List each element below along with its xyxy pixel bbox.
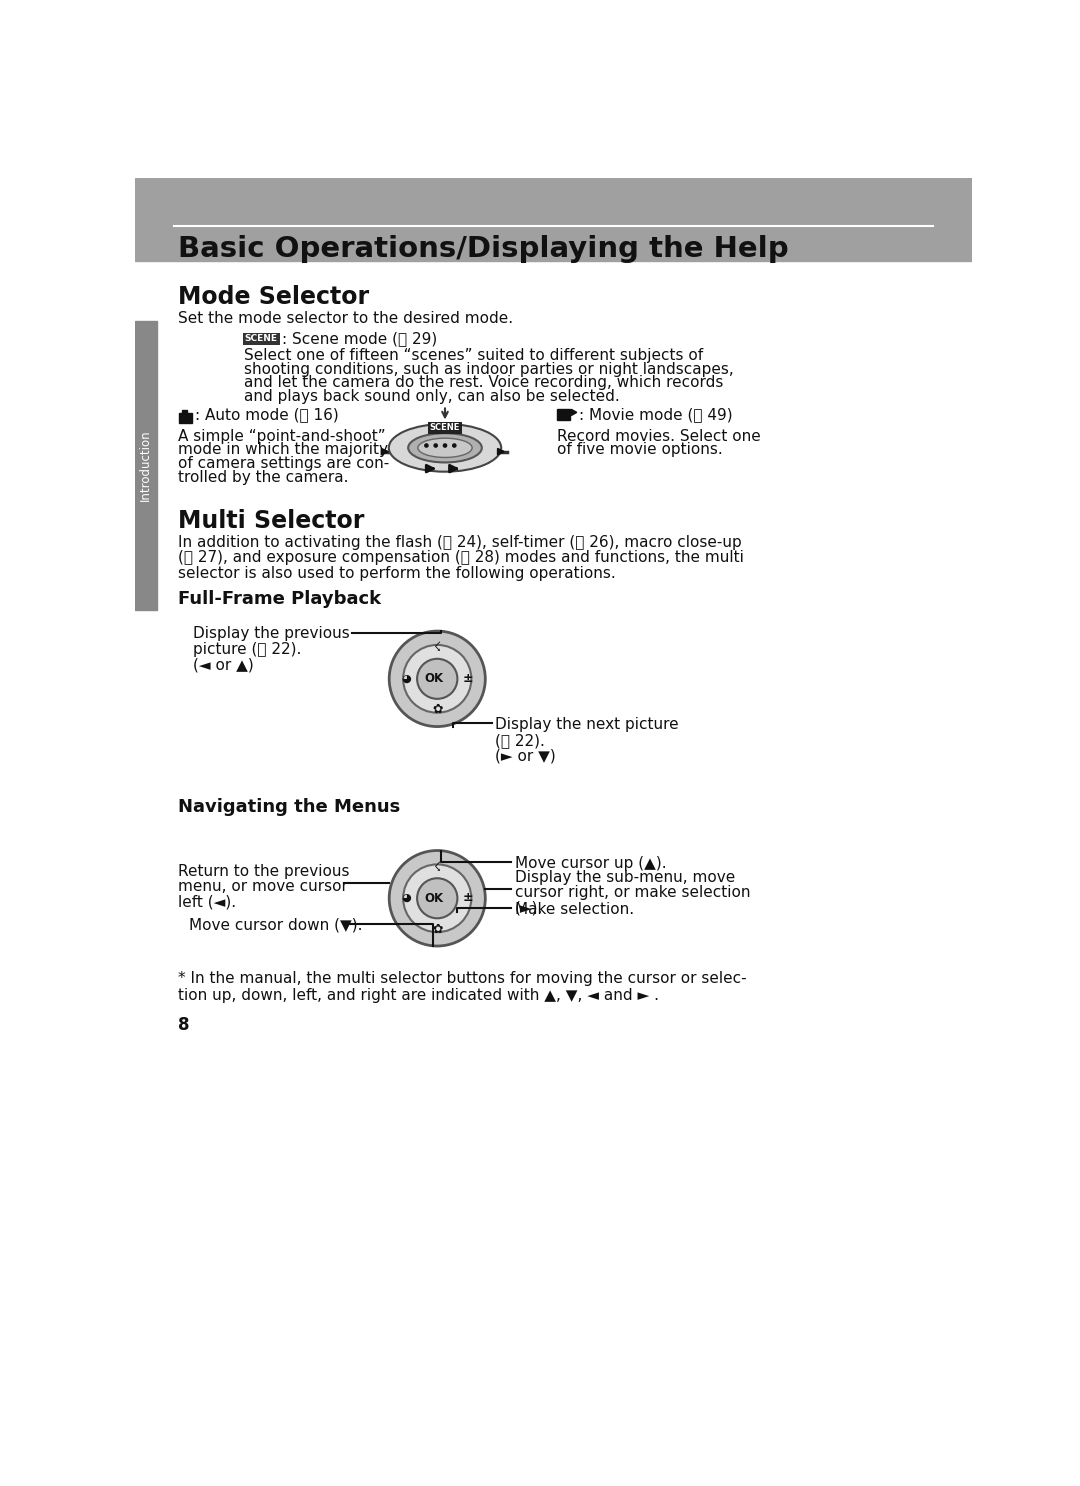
Bar xyxy=(135,178,972,262)
FancyBboxPatch shape xyxy=(428,422,462,434)
Text: ✿: ✿ xyxy=(432,703,443,716)
Text: Move cursor up (▲).: Move cursor up (▲). xyxy=(515,856,666,871)
Text: Introduction: Introduction xyxy=(139,429,152,501)
Text: Record movies. Select one: Record movies. Select one xyxy=(557,428,761,443)
Text: : Movie mode (Ⓢ 49): : Movie mode (Ⓢ 49) xyxy=(579,407,732,422)
Text: Display the sub-menu, move: Display the sub-menu, move xyxy=(515,869,735,884)
Text: and plays back sound only, can also be selected.: and plays back sound only, can also be s… xyxy=(243,389,619,404)
Ellipse shape xyxy=(389,424,501,471)
FancyBboxPatch shape xyxy=(557,409,570,421)
Text: Move cursor down (▼).: Move cursor down (▼). xyxy=(189,917,363,933)
Text: ±: ± xyxy=(462,672,473,685)
Text: Basic Operations/Displaying the Help: Basic Operations/Displaying the Help xyxy=(177,235,788,263)
Circle shape xyxy=(443,443,447,447)
Text: ◕: ◕ xyxy=(402,893,411,903)
Circle shape xyxy=(451,443,457,447)
Text: Set the mode selector to the desired mode.: Set the mode selector to the desired mod… xyxy=(177,311,513,325)
Text: of camera settings are con-: of camera settings are con- xyxy=(177,456,389,471)
FancyBboxPatch shape xyxy=(183,410,187,413)
Text: Select one of fifteen “scenes” suited to different subjects of: Select one of fifteen “scenes” suited to… xyxy=(243,348,703,363)
Text: OK: OK xyxy=(424,672,444,685)
Text: ☇: ☇ xyxy=(434,642,441,654)
Circle shape xyxy=(389,850,485,947)
Text: SCENE: SCENE xyxy=(430,424,460,432)
Circle shape xyxy=(403,865,471,932)
Text: picture (Ⓢ 22).: picture (Ⓢ 22). xyxy=(193,642,301,657)
Text: (Ⓢ 22).: (Ⓢ 22). xyxy=(496,733,545,747)
Text: (►).: (►). xyxy=(515,901,543,915)
Text: 8: 8 xyxy=(177,1016,189,1034)
Circle shape xyxy=(403,645,471,713)
Text: ✿: ✿ xyxy=(432,923,443,936)
Text: of five movie options.: of five movie options. xyxy=(557,443,724,458)
Circle shape xyxy=(424,443,429,447)
Text: : Auto mode (Ⓢ 16): : Auto mode (Ⓢ 16) xyxy=(194,407,338,422)
Text: Multi Selector: Multi Selector xyxy=(177,510,364,533)
Text: (◄ or ▲): (◄ or ▲) xyxy=(193,657,254,672)
Text: Return to the previous: Return to the previous xyxy=(177,863,349,878)
Ellipse shape xyxy=(418,438,472,458)
Text: In addition to activating the flash (Ⓢ 24), self-timer (Ⓢ 26), macro close-up: In addition to activating the flash (Ⓢ 2… xyxy=(177,535,741,550)
Text: mode in which the majority: mode in which the majority xyxy=(177,443,388,458)
Ellipse shape xyxy=(408,434,482,462)
Text: SCENE: SCENE xyxy=(245,334,278,343)
Text: tion up, down, left, and right are indicated with ▲, ▼, ◄ and ► .: tion up, down, left, and right are indic… xyxy=(177,988,659,1003)
FancyBboxPatch shape xyxy=(243,333,280,345)
Text: ☇: ☇ xyxy=(434,860,441,874)
Polygon shape xyxy=(571,409,577,416)
Text: (Ⓢ 27), and exposure compensation (Ⓢ 28) modes and functions, the multi: (Ⓢ 27), and exposure compensation (Ⓢ 28)… xyxy=(177,550,743,565)
Text: menu, or move cursor: menu, or move cursor xyxy=(177,880,348,895)
Text: shooting conditions, such as indoor parties or night landscapes,: shooting conditions, such as indoor part… xyxy=(243,361,733,376)
Text: ◕: ◕ xyxy=(402,673,411,684)
Text: (► or ▼): (► or ▼) xyxy=(496,747,556,764)
Text: Display the next picture: Display the next picture xyxy=(496,718,679,733)
Text: left (◄).: left (◄). xyxy=(177,895,235,909)
Circle shape xyxy=(389,632,485,727)
Text: Mode Selector: Mode Selector xyxy=(177,285,368,309)
Text: cursor right, or make selection: cursor right, or make selection xyxy=(515,886,751,901)
Text: trolled by the camera.: trolled by the camera. xyxy=(177,470,348,484)
Circle shape xyxy=(417,878,458,918)
FancyBboxPatch shape xyxy=(179,413,192,424)
Text: * In the manual, the multi selector buttons for moving the cursor or selec-: * In the manual, the multi selector butt… xyxy=(177,972,746,987)
Text: Navigating the Menus: Navigating the Menus xyxy=(177,798,400,816)
Text: selector is also used to perform the following operations.: selector is also used to perform the fol… xyxy=(177,566,616,581)
Circle shape xyxy=(417,658,458,698)
Text: ±: ± xyxy=(462,892,473,903)
Text: Full-Frame Playback: Full-Frame Playback xyxy=(177,590,381,608)
Text: Make selection.: Make selection. xyxy=(515,902,634,917)
Circle shape xyxy=(433,443,438,447)
Text: : Scene mode (Ⓢ 29): : Scene mode (Ⓢ 29) xyxy=(282,331,437,346)
Text: A simple “point-and-shoot”: A simple “point-and-shoot” xyxy=(177,428,386,443)
Text: Display the previous: Display the previous xyxy=(193,627,350,642)
Bar xyxy=(135,321,157,609)
Text: and let the camera do the rest. Voice recording, which records: and let the camera do the rest. Voice re… xyxy=(243,376,723,391)
Text: OK: OK xyxy=(424,892,444,905)
